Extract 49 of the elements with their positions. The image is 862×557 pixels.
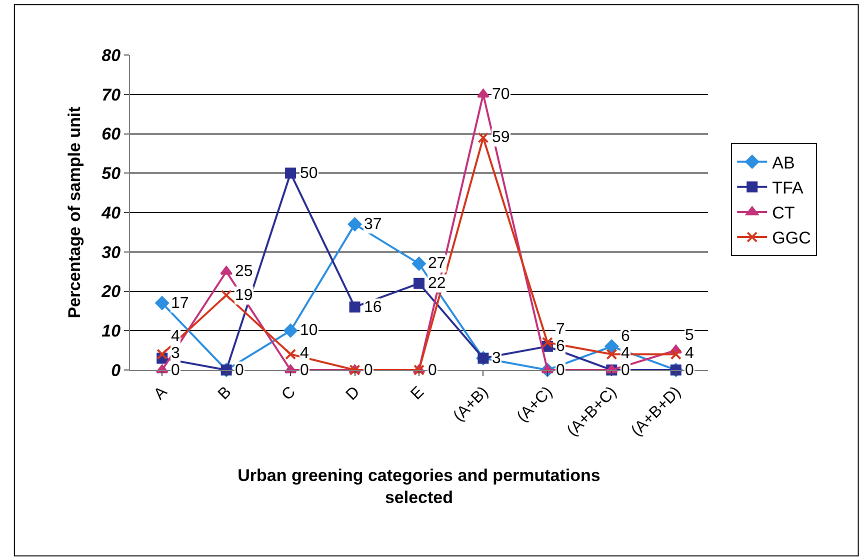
data-label: 0 — [171, 362, 180, 379]
x-axis-title: Urban greening categories and permutations selected — [238, 466, 600, 508]
data-label: 50 — [300, 165, 318, 182]
x-tick-label: D — [343, 384, 364, 404]
y-tick-label: 50 — [102, 164, 122, 184]
data-label: 0 — [235, 362, 244, 379]
legend-label: AB — [772, 153, 795, 172]
y-tick-label: 60 — [102, 124, 122, 144]
data-label: 0 — [685, 362, 694, 379]
data-label: 59 — [492, 129, 510, 146]
y-tick-label: 10 — [102, 322, 122, 341]
data-label: 6 — [556, 338, 565, 355]
y-tick-label: 70 — [102, 85, 122, 104]
data-label: 4 — [300, 345, 309, 362]
data-label: 6 — [621, 328, 630, 345]
x-tick-label: C — [278, 384, 300, 404]
y-tick-label: 20 — [100, 282, 122, 302]
legend-label: GGC — [772, 228, 811, 248]
data-label: 4 — [171, 328, 180, 345]
data-label: 27 — [428, 255, 446, 272]
data-label: 16 — [364, 299, 382, 316]
y-tick-label: 30 — [102, 242, 122, 262]
data-label: 0 — [300, 362, 309, 379]
data-label: 4 — [685, 345, 694, 362]
data-label: 0 — [556, 362, 565, 379]
data-label: 19 — [235, 287, 253, 304]
x-tick-label: E — [408, 384, 428, 404]
data-label: 37 — [364, 216, 382, 233]
y-axis-title: Percentage of sample unit — [65, 106, 84, 318]
data-label: 17 — [171, 295, 189, 312]
data-label: 3 — [492, 350, 501, 367]
data-label: 25 — [235, 263, 253, 280]
data-label: 0 — [428, 362, 437, 379]
data-label: 5 — [685, 327, 694, 344]
y-tick-label: 40 — [100, 203, 122, 222]
data-label: 0 — [364, 362, 373, 379]
data-label: 22 — [428, 275, 446, 292]
data-label: 4 — [621, 345, 630, 362]
y-tick-label: 80 — [102, 46, 122, 65]
legend-label: CT — [772, 204, 795, 223]
data-label: 3 — [171, 345, 180, 362]
legend-label: TFA — [772, 178, 804, 198]
data-label: 7 — [556, 321, 565, 338]
data-label: 10 — [300, 322, 318, 339]
x-tick-label: B — [215, 384, 235, 404]
data-label: 0 — [621, 362, 630, 379]
y-tick-label: 0 — [111, 360, 122, 380]
x-tick-label: A — [151, 383, 171, 404]
data-label: 70 — [492, 86, 510, 103]
